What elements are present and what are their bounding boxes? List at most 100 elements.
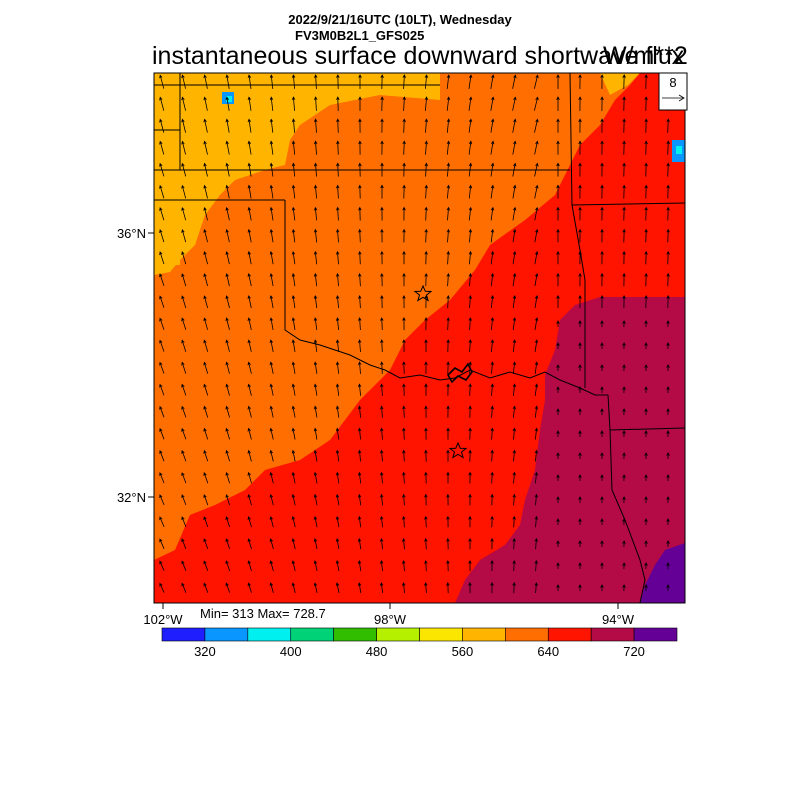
wind-arrow — [335, 538, 340, 550]
wind-arrow — [402, 317, 406, 331]
wind-arrow — [336, 206, 340, 221]
wind-arrow — [380, 339, 384, 353]
wind-arrow — [468, 206, 473, 221]
wind-arrow — [181, 361, 187, 374]
wind-arrow — [512, 317, 517, 331]
wind-arrow — [512, 118, 517, 133]
wind-arrow — [578, 496, 582, 503]
shaded-field — [154, 73, 685, 603]
wind-arrow — [357, 515, 362, 528]
wind-arrow — [578, 408, 582, 415]
wind-arrow — [468, 250, 473, 265]
wind-arrow — [203, 471, 209, 484]
wind-arrow — [512, 427, 516, 440]
wind-arrow — [490, 74, 495, 89]
wind-arrow — [269, 228, 274, 243]
wind-arrow — [600, 96, 604, 111]
wind-arrow — [203, 251, 208, 265]
wind-arrow — [380, 140, 384, 155]
wind-arrow — [247, 184, 252, 199]
wind-arrow — [490, 272, 495, 287]
wind-arrow — [644, 74, 648, 90]
wind-arrow — [446, 250, 450, 265]
wind-arrow — [159, 427, 165, 440]
wind-arrow — [203, 494, 209, 506]
wind-arrow — [490, 295, 495, 309]
wind-arrow — [622, 250, 626, 265]
wind-arrow — [622, 408, 626, 416]
wind-arrow — [644, 184, 648, 199]
wind-arrow — [247, 228, 252, 243]
wind-arrow — [380, 449, 384, 462]
wind-arrow — [534, 96, 539, 111]
colorbar-bin — [204, 627, 249, 642]
wind-arrow — [159, 184, 165, 199]
wind-arrow — [402, 449, 406, 462]
wind-arrow — [225, 361, 230, 374]
wind-arrow — [225, 471, 230, 484]
wind-arrow — [556, 408, 560, 415]
wind-arrow — [402, 184, 406, 199]
wind-arrow — [380, 228, 384, 243]
wind-arrow — [358, 250, 362, 265]
wind-arrow — [512, 361, 517, 374]
wind-arrow — [358, 317, 362, 331]
wind-arrow — [269, 317, 274, 330]
wind-arrow — [644, 320, 648, 328]
wind-arrow — [269, 427, 274, 440]
wind-arrow — [512, 272, 517, 287]
wind-arrow — [468, 582, 472, 594]
region-light-orange — [154, 73, 440, 275]
wind-arrow — [335, 493, 340, 506]
wind-arrow — [622, 562, 626, 570]
wind-arrow — [644, 228, 648, 243]
wind-arrow — [622, 162, 626, 177]
wind-arrow — [666, 250, 670, 265]
wind-arrow — [644, 96, 648, 111]
wind-arrow — [402, 140, 406, 155]
wind-arrow — [291, 295, 296, 309]
wind-arrow — [556, 452, 560, 459]
wind-arrow — [644, 272, 648, 287]
wind-arrow — [424, 250, 428, 265]
wind-arrow — [666, 184, 670, 199]
wind-arrow — [269, 516, 274, 528]
wind-arrow — [313, 250, 318, 265]
wind-arrow — [424, 449, 428, 462]
wind-arrow — [468, 339, 472, 353]
wind-arrow — [203, 538, 209, 550]
wind-arrow — [269, 295, 274, 309]
state-boundaries — [154, 73, 685, 603]
wind-arrow — [247, 516, 252, 528]
wind-arrow — [358, 74, 362, 89]
wind-arrow — [314, 118, 318, 133]
wind-arrow — [380, 206, 384, 221]
wind-arrow — [181, 229, 187, 243]
wind-arrow — [159, 140, 165, 155]
wind-arrow — [181, 427, 187, 440]
wind-arrow — [666, 228, 670, 243]
wind-arrow — [181, 295, 187, 309]
wind-arrow — [622, 184, 626, 199]
wind-arrow — [181, 206, 187, 221]
wind-arrow — [600, 206, 604, 221]
wind-arrow — [622, 320, 626, 328]
wind-arrow — [203, 427, 209, 440]
wind-arrow — [534, 118, 539, 133]
wind-arrow — [556, 184, 560, 199]
wind-arrow — [291, 96, 296, 111]
wind-arrow — [402, 582, 406, 594]
wind-arrow — [490, 582, 494, 594]
wind-arrow — [644, 496, 648, 504]
wind-arrow — [358, 228, 362, 243]
wind-arrow — [291, 515, 296, 528]
wind-arrow — [247, 405, 252, 418]
wind-arrow — [490, 427, 494, 440]
wind-arrow — [181, 560, 187, 571]
wind-arrow — [512, 383, 517, 396]
wind-arrow — [313, 582, 318, 593]
boundary-ok-ar — [569, 73, 586, 388]
wind-arrow — [159, 317, 165, 330]
wind-arrow — [291, 538, 296, 550]
